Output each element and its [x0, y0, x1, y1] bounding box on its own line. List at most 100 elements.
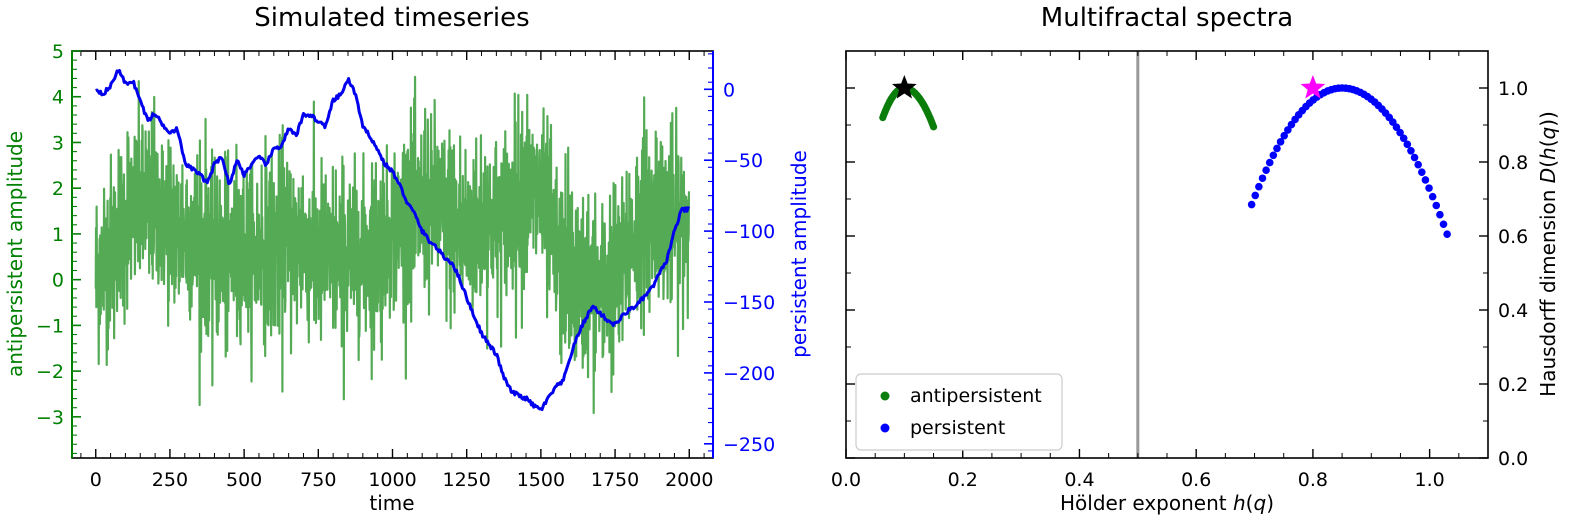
x-tick-label: 250: [152, 469, 188, 491]
antipersistent-peak-star: [892, 75, 917, 99]
x-tick-label: 0.8: [1298, 469, 1328, 491]
antipersistent-point: [929, 123, 938, 131]
persistent-point: [1392, 123, 1401, 131]
legend-marker-antipersistent: [880, 391, 890, 401]
persistent-point: [1407, 146, 1415, 155]
persistent-point: [1273, 144, 1281, 153]
persistent-point: [1255, 182, 1263, 191]
persistent-point: [1251, 191, 1260, 200]
spectra-peak-markers: [892, 75, 1326, 99]
spectra-xlabel: Hölder exponent h(q): [1060, 491, 1274, 515]
left-tick-label: 2: [52, 178, 64, 200]
y-tick-label: 0.4: [1498, 300, 1528, 322]
left-tick-label: 3: [52, 132, 64, 154]
x-tick-label: 2000: [665, 469, 713, 491]
ylabel-main: Hausdorff dimension: [1536, 183, 1560, 397]
right-tick-label: −50: [723, 150, 763, 172]
legend-box: [855, 373, 1063, 451]
xlabel-paren-open: (: [1246, 491, 1254, 515]
x-tick-label: 1750: [591, 469, 639, 491]
y-tick-label: 0.8: [1498, 152, 1528, 174]
left-tick-label: −2: [36, 361, 64, 383]
persistent-point: [1425, 184, 1433, 192]
ylabel-paren-close: )): [1536, 111, 1560, 127]
left-tick-label: 4: [52, 87, 64, 109]
spectra-panel: Multifractal spectra 0.0 0.2 0.4 0.6 0.8 1.0 …: [831, 3, 1560, 515]
spectra-x-ticks: 0.0 0.2 0.4 0.6 0.8 1.0: [831, 51, 1460, 491]
x-tick-label: 0.0: [831, 469, 861, 491]
ylabel-paren-open2: (: [1536, 139, 1560, 147]
spectra-y-ticks: 0.0 0.2 0.4 0.6 0.8 1.0: [846, 50, 1528, 470]
x-tick-label: 0.4: [1064, 469, 1094, 491]
timeseries-title: Simulated timeseries: [254, 3, 529, 33]
persistent-line: [95, 68, 690, 412]
persistent-point: [1284, 126, 1292, 134]
x-tick-label: 500: [226, 469, 262, 491]
persistent-point: [1428, 192, 1437, 201]
persistent-point: [1258, 174, 1267, 183]
persistent-point: [1443, 230, 1451, 238]
timeseries-x-ticks: 0 250 500 750 1000 1250 1500 1750 2000: [80, 51, 713, 491]
spectra-points: [879, 84, 1451, 238]
right-tick-label: −200: [723, 363, 775, 385]
xlabel-q: q: [1253, 491, 1266, 515]
persistent-point: [1439, 220, 1448, 229]
x-tick-label: 1250: [443, 469, 491, 491]
left-tick-label: −1: [36, 315, 64, 337]
timeseries-xlabel: time: [369, 491, 414, 515]
persistent-point: [1410, 153, 1419, 162]
persistent-point: [1280, 131, 1289, 140]
spectra-ylabel: Hausdorff dimension D(h(q)): [1536, 111, 1560, 397]
timeseries-left-ticks: −3 −2 −1 0 1 2 3 4 5: [36, 41, 81, 454]
persistent-point: [1421, 176, 1430, 184]
y-tick-label: 0.2: [1498, 374, 1528, 396]
spectra-title: Multifractal spectra: [1041, 3, 1293, 33]
left-tick-label: 1: [52, 224, 64, 246]
xlabel-paren-close: ): [1266, 491, 1274, 515]
persistent-point: [1403, 140, 1412, 149]
x-tick-label: 0: [90, 469, 102, 491]
persistent-point: [1269, 151, 1278, 160]
ylabel-q: q: [1536, 127, 1560, 140]
right-tick-label: −150: [723, 292, 775, 314]
persistent-peak-star: [1300, 75, 1326, 99]
x-tick-label: 1.0: [1415, 469, 1445, 491]
persistent-point: [1265, 158, 1274, 167]
left-tick-label: 5: [52, 41, 64, 63]
persistent-point: [1399, 134, 1408, 143]
persistent-point: [1432, 201, 1441, 210]
right-tick-label: −100: [723, 221, 775, 243]
x-tick-label: 750: [300, 469, 336, 491]
antipersistent-series-line: [94, 75, 691, 415]
right-tick-label: 0: [723, 79, 735, 101]
ylabel-h: h: [1536, 147, 1560, 160]
xlabel-main: Hölder exponent: [1060, 491, 1233, 515]
persistent-point: [1396, 128, 1404, 137]
right-tick-label: −250: [723, 434, 775, 456]
ylabel-d: D: [1536, 168, 1560, 183]
left-tick-label: 0: [52, 270, 64, 292]
left-tick-label: −3: [36, 407, 64, 429]
timeseries-ylabel-left: antipersistent amplitude: [3, 131, 27, 377]
x-tick-label: 0.2: [948, 469, 978, 491]
legend: antipersistent persistent: [855, 373, 1063, 451]
xlabel-h: h: [1233, 491, 1246, 515]
persistent-point: [1262, 166, 1270, 175]
persistent-point: [1247, 200, 1256, 209]
persistent-point: [1418, 168, 1426, 176]
legend-label-antipersistent: antipersistent: [910, 385, 1042, 407]
x-tick-label: 1000: [368, 469, 416, 491]
legend-label-persistent: persistent: [910, 417, 1005, 439]
persistent-point: [1276, 138, 1285, 146]
antipersistent-line: [94, 75, 691, 415]
persistent-point: [1414, 160, 1422, 169]
x-tick-label: 0.6: [1181, 469, 1211, 491]
persistent-point: [1436, 210, 1444, 219]
timeseries-ylabel-right: persistent amplitude: [787, 150, 811, 358]
timeseries-right-ticks: 0 −50 −100 −150 −200 −250: [704, 53, 775, 456]
y-tick-label: 1.0: [1498, 78, 1528, 100]
x-tick-label: 1500: [517, 469, 565, 491]
persistent-series-line: [95, 68, 690, 412]
ylabel-paren-open: (: [1536, 160, 1560, 168]
